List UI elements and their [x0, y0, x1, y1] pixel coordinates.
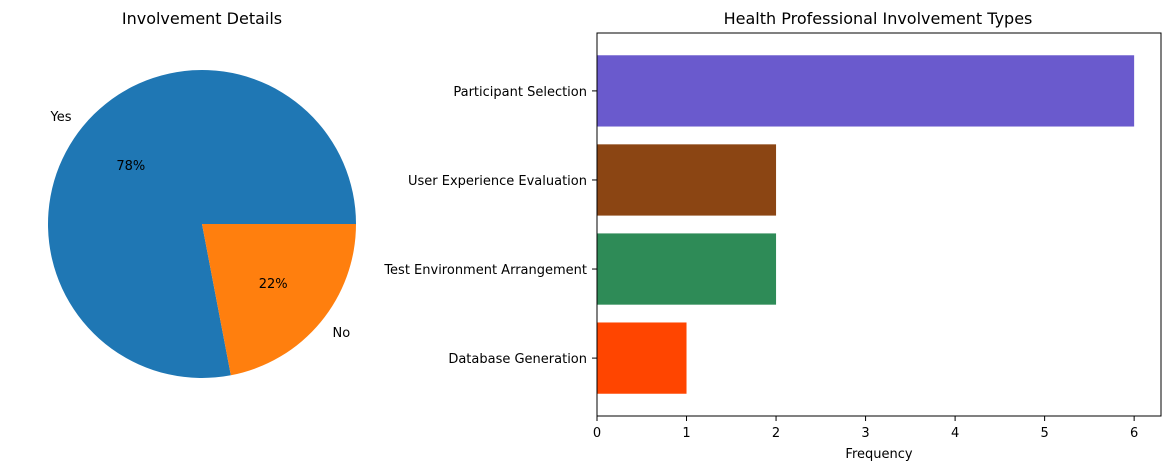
bar-chart-title: Health Professional Involvement Types	[724, 9, 1033, 28]
x-axis-ticks: 0 1 2 3 4 5 6	[593, 416, 1138, 441]
y-tick-label-user-experience-evaluation: User Experience Evaluation	[408, 174, 587, 189]
bar-database-generation	[597, 322, 687, 394]
x-tick-label-0: 0	[593, 426, 601, 441]
y-tick-label-test-environment-arrangement: Test Environment Arrangement	[383, 263, 587, 278]
bar-participant-selection	[597, 55, 1135, 127]
pie-percent-yes: 78%	[116, 159, 145, 174]
x-tick-label-1: 1	[682, 426, 690, 441]
y-tick-label-database-generation: Database Generation	[448, 352, 587, 367]
pie-percent-no: 22%	[259, 277, 288, 292]
x-tick-label-3: 3	[861, 426, 869, 441]
bars	[597, 55, 1135, 394]
pie-label-no: No	[333, 326, 351, 341]
pie-chart: Involvement Details Yes 78% No 22%	[48, 9, 357, 378]
pie-slice-yes	[48, 69, 357, 378]
pie-chart-title: Involvement Details	[122, 9, 282, 28]
pie-labels: Yes 78% No 22%	[50, 110, 351, 341]
x-tick-label-2: 2	[772, 426, 780, 441]
x-tick-label-5: 5	[1040, 426, 1048, 441]
x-tick-label-4: 4	[951, 426, 959, 441]
bar-test-environment-arrangement	[597, 233, 777, 305]
y-tick-label-participant-selection: Participant Selection	[453, 85, 587, 100]
bar-chart: Health Professional Involvement Types Pa…	[383, 9, 1162, 462]
pie-label-yes: Yes	[50, 110, 72, 125]
pie-slice-no	[202, 224, 356, 376]
y-axis-ticks: Participant Selection User Experience Eva…	[383, 85, 597, 367]
x-axis-label: Frequency	[845, 447, 912, 462]
bar-user-experience-evaluation	[597, 144, 777, 216]
plot-frame	[596, 32, 1162, 417]
pie-slices	[48, 69, 357, 378]
x-tick-label-6: 6	[1130, 426, 1138, 441]
